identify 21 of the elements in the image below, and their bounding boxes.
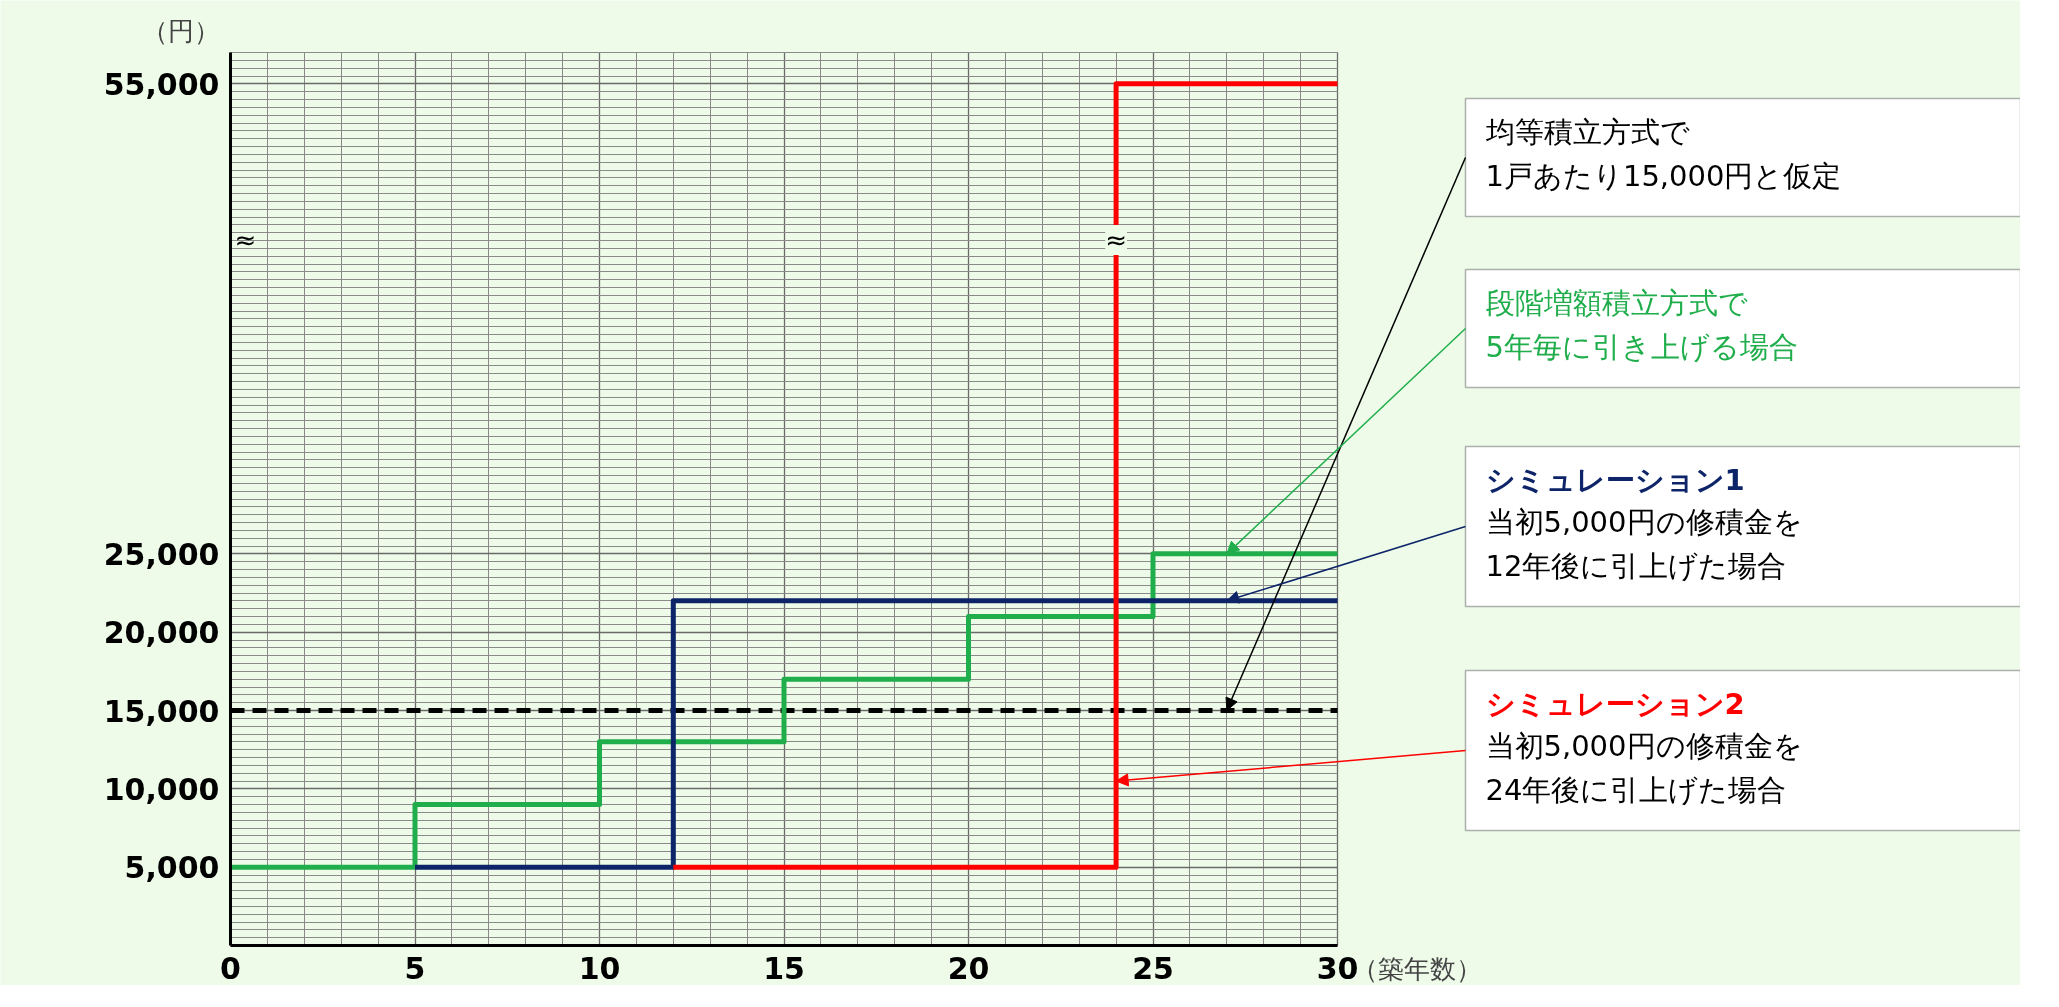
x-tick-label: 15 bbox=[763, 950, 805, 986]
x-tick-label: 5 bbox=[404, 950, 426, 986]
y-tick-label: 10,000 bbox=[103, 771, 220, 807]
x-tick-label: 0 bbox=[220, 950, 241, 986]
x-tick-label: 25 bbox=[1132, 950, 1174, 986]
y-tick-label: 20,000 bbox=[103, 615, 220, 651]
y-tick-label: 5,000 bbox=[124, 850, 220, 886]
text: 段階増額積立方式で 5年毎に引き上げる場合 bbox=[1485, 285, 1798, 364]
text: シミュレーション2 bbox=[1485, 686, 1745, 721]
y-tick-label: 55,000 bbox=[103, 66, 220, 102]
x-tick-label: 10 bbox=[578, 950, 621, 986]
annotation: 当初5,000円の修積金を 24年後に引上げた場合 bbox=[1485, 728, 1803, 807]
y-axis-title: （円） bbox=[141, 15, 220, 46]
y-tick-label: 25,000 bbox=[103, 536, 220, 572]
y-tick-label: 15,000 bbox=[103, 693, 220, 729]
ref-line-label: 均等積立方式で 1戸あたり15,000円と仮定 bbox=[1484, 114, 1842, 193]
annotation: ≈ bbox=[234, 225, 257, 256]
annotation: 当初5,000円の修積金を 12年後に引上げた場合 bbox=[1485, 504, 1803, 583]
x-tick-label: 20 bbox=[947, 950, 990, 986]
text: シミュレーション1 bbox=[1485, 462, 1745, 497]
annotation: ≈ bbox=[1105, 225, 1127, 256]
